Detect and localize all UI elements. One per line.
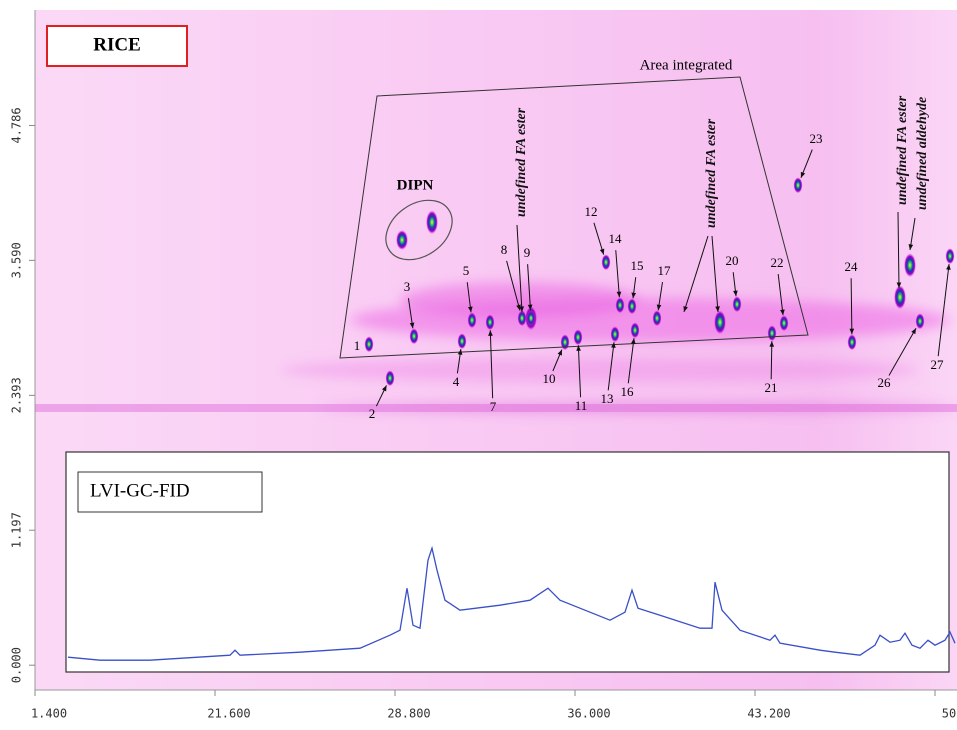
peak-label: 11 (575, 398, 588, 413)
peak-spot (733, 296, 742, 312)
y-tick-label: 3.590 (10, 242, 24, 278)
peak-label: 21 (765, 380, 778, 395)
y-tick-label: 0.000 (10, 647, 24, 683)
peak-spot (410, 328, 419, 344)
peak-spot (458, 333, 467, 349)
compound-label: undefined FA ester (895, 95, 910, 205)
arrow-line (771, 341, 772, 379)
compound-label: DIPN (397, 177, 434, 193)
x-tick-label: 1.400 (31, 707, 67, 721)
compound-spot (714, 310, 726, 334)
peak-label: 26 (878, 375, 892, 390)
peak-spot (518, 310, 527, 326)
peak-label: 24 (845, 259, 859, 274)
peak-label: 22 (771, 255, 784, 270)
peak-spot (468, 312, 477, 328)
y-tick-label: 4.786 (10, 107, 24, 143)
peak-spot (574, 329, 583, 345)
peak-label: 17 (658, 263, 672, 278)
peak-spot (602, 254, 611, 270)
peak-label: 5 (463, 263, 470, 278)
peak-spot (794, 177, 803, 193)
peak-spot (527, 310, 536, 326)
peak-label: 4 (453, 374, 460, 389)
peak-label: 14 (609, 231, 623, 246)
peak-spot (916, 313, 925, 329)
compound-spot (426, 210, 438, 234)
compound-label: undefined FA ester (704, 118, 719, 228)
peak-spot (848, 334, 857, 350)
peak-spot (631, 322, 640, 338)
peak-label: 7 (490, 399, 497, 414)
x-tick-label: 36.000 (567, 707, 610, 721)
dipn-spot-2 (396, 230, 408, 250)
peak-spot (365, 336, 374, 352)
compound-label: undefined FA ester (514, 107, 529, 217)
peak-label: 15 (631, 258, 644, 273)
x-tick-label: 28.800 (387, 707, 430, 721)
peak-label: 13 (601, 391, 614, 406)
x-tick-label: 43.200 (747, 707, 790, 721)
peak-label: 23 (810, 131, 823, 146)
peak-spot (611, 326, 620, 342)
peak-label: 9 (524, 245, 531, 260)
peak-spot (486, 314, 495, 330)
peak-spot (946, 248, 955, 264)
peak-label: 3 (404, 279, 411, 294)
peak-spot (653, 310, 662, 326)
y-tick-label: 1.197 (10, 512, 24, 548)
peak-label: 1 (354, 338, 361, 353)
peak-spot (616, 297, 625, 313)
peak-label: 2 (369, 406, 376, 421)
peak-spot (561, 334, 570, 350)
peak-label: 20 (726, 253, 739, 268)
peak-spot (768, 325, 777, 341)
peak-spot (628, 298, 637, 314)
peak-label: 8 (501, 242, 508, 257)
area-label: Area integrated (640, 57, 733, 73)
compound-label: undefined aldehyde (915, 97, 930, 210)
peak-label: 27 (931, 357, 945, 372)
peak-label: 10 (543, 371, 556, 386)
sample-label: RICE (93, 34, 141, 55)
compound-spot (904, 253, 916, 277)
x-tick-label: 50 (942, 707, 956, 721)
peak-spot (780, 315, 789, 331)
y-tick-label: 2.393 (10, 377, 24, 413)
x-tick-label: 21.600 (207, 707, 250, 721)
inset-label: LVI-GC-FID (90, 480, 190, 501)
compound-spot (894, 285, 906, 309)
peak-label: 12 (585, 204, 598, 219)
peak-spot (386, 370, 395, 386)
chart: Area integrated RICE LVI-GC-FID 1.40021.… (0, 0, 957, 730)
peak-label: 16 (621, 384, 635, 399)
